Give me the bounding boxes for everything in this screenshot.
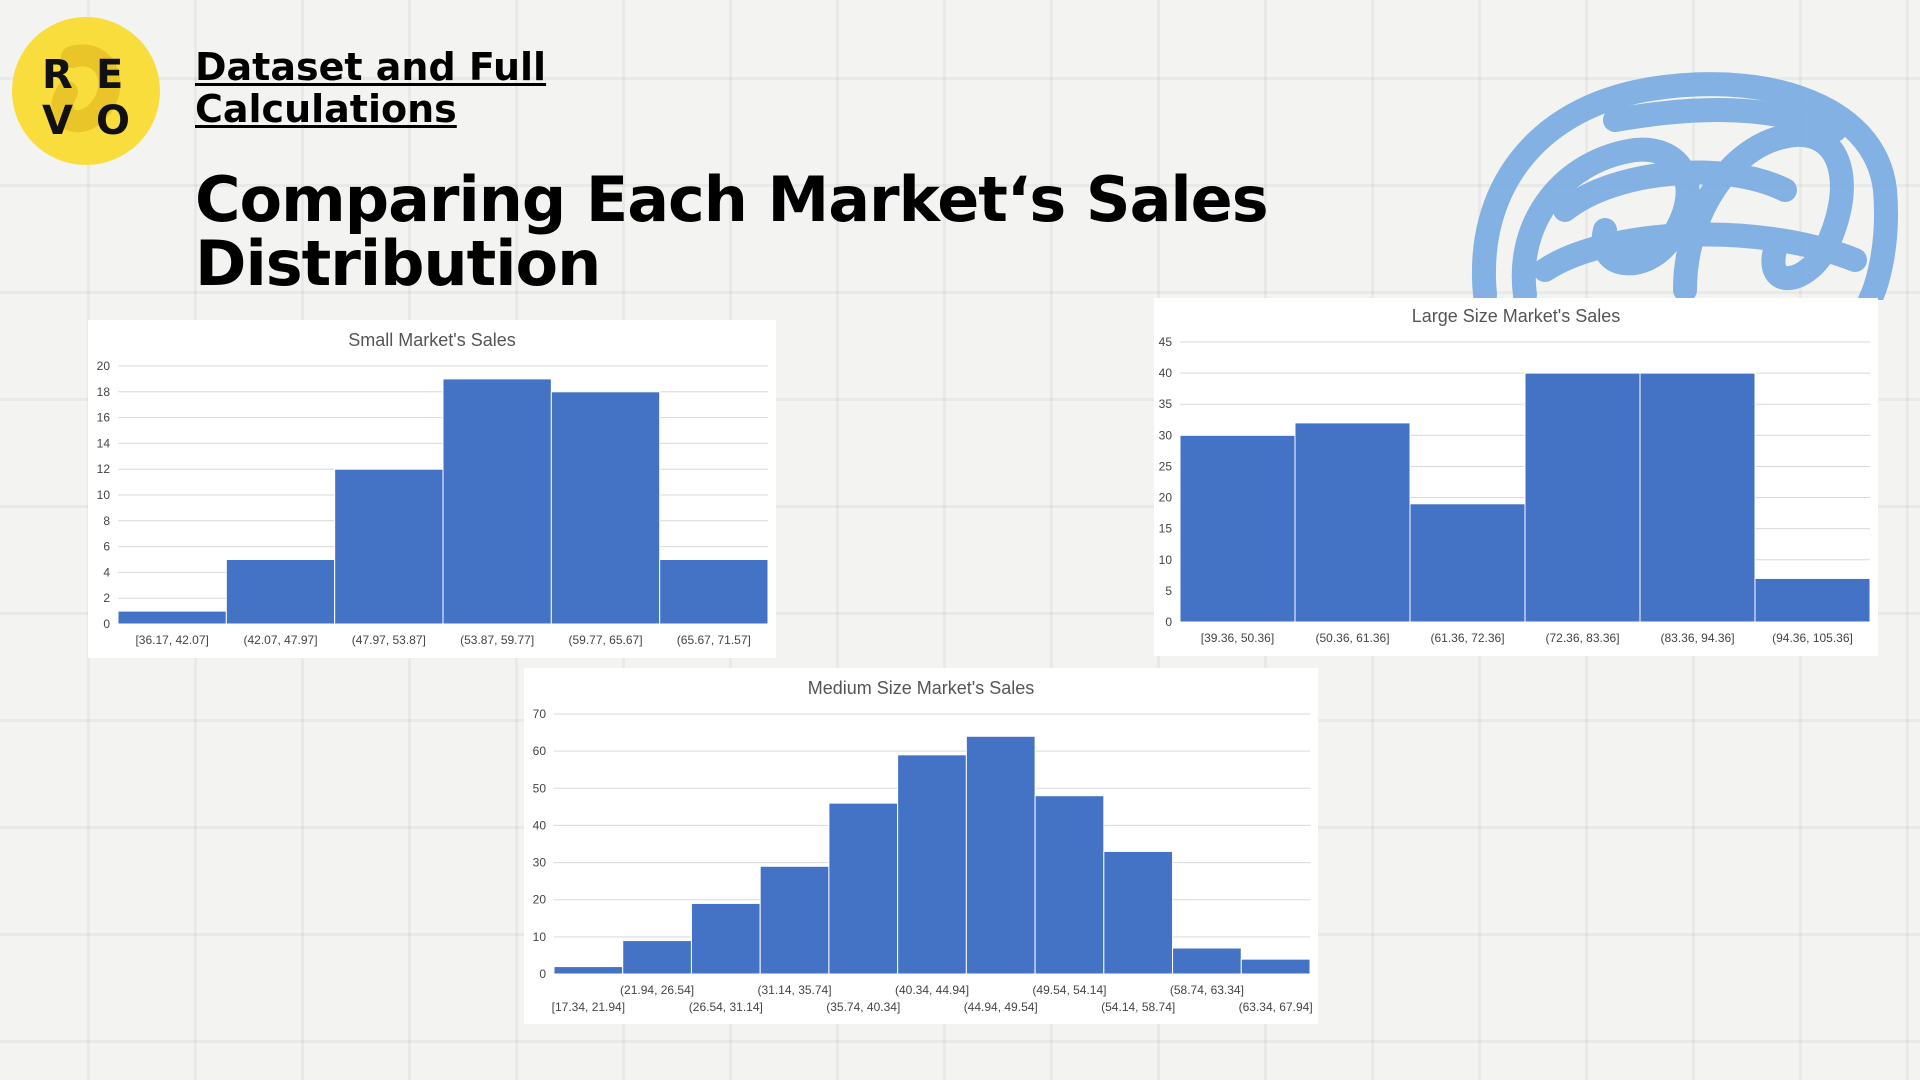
page-title: Comparing Each Market‘s Sales Distributi… — [195, 163, 1269, 300]
x-tick-label: (44.94, 49.54] — [964, 1000, 1038, 1014]
histogram-bar — [117, 610, 227, 625]
large-market-chart: Large Size Market's Sales 0 5 10 15 20 25 30 35 4… — [1154, 298, 1878, 656]
x-tick-label: (59.77, 65.67] — [568, 633, 642, 647]
y-tick-label: 14 — [97, 436, 111, 450]
x-tick-label: (65.67, 71.57] — [677, 633, 751, 647]
histogram-bar — [550, 391, 661, 625]
x-tick-label: (21.94, 26.54] — [620, 983, 694, 997]
x-tick-label: [39.36, 50.36] — [1201, 631, 1274, 645]
small-market-histogram: Small Market's Sales 0 2 4 6 8 10 12 14 16 18 20 [36… — [97, 330, 769, 647]
x-tick-label: (31.14, 35.74] — [758, 983, 832, 997]
histogram-bar — [1754, 577, 1871, 623]
x-tick-label: (50.36, 61.36] — [1315, 631, 1389, 645]
y-tick-label: 40 — [533, 818, 547, 832]
logo-letter: O — [96, 98, 131, 144]
histogram-bar — [442, 378, 552, 625]
histogram-bar — [334, 468, 444, 625]
x-tick-label: [17.34, 21.94] — [552, 1000, 625, 1014]
y-tick-label: 6 — [103, 540, 110, 554]
x-tick-label: (40.34, 44.94] — [895, 983, 969, 997]
y-tick-label: 25 — [1159, 459, 1173, 473]
logo-swirl-icon — [51, 44, 121, 133]
x-tick-label: (35.74, 40.34] — [826, 1000, 900, 1014]
histogram-bar — [1639, 372, 1756, 623]
x-tick-label: (58.74, 63.34] — [1170, 983, 1244, 997]
histogram-bar — [1409, 503, 1526, 623]
histogram-bar — [1179, 434, 1296, 623]
x-tick-label: (49.54, 54.14] — [1032, 983, 1106, 997]
y-tick-label: 2 — [103, 591, 110, 605]
x-tick-label: (53.87, 59.77] — [460, 633, 534, 647]
y-tick-label: 30 — [1159, 428, 1173, 442]
x-tick-label: (72.36, 83.36] — [1545, 631, 1619, 645]
revo-logo: R E V O — [12, 17, 160, 165]
histogram-bar — [553, 966, 624, 975]
y-tick-label: 70 — [533, 707, 547, 721]
histogram-bar — [659, 559, 769, 625]
histogram-bar — [1172, 947, 1242, 975]
logo-letter: V — [42, 98, 73, 144]
logo-letter: R — [42, 52, 73, 98]
logo-letter: E — [96, 52, 124, 98]
x-tick-label: (47.97, 53.87] — [352, 633, 426, 647]
histogram-bar — [1103, 850, 1174, 975]
histogram-bar — [1294, 422, 1411, 623]
histogram-bar — [828, 802, 899, 975]
y-tick-label: 10 — [1159, 553, 1173, 567]
histogram-bar — [225, 559, 336, 625]
chart-title: Large Size Market's Sales — [1412, 306, 1621, 326]
histogram-bar — [1034, 795, 1105, 975]
x-tick-label: (94.36, 105.36] — [1772, 631, 1853, 645]
small-market-chart: Small Market's Sales 0 2 4 6 8 10 12 14 16 18 20 [36… — [88, 320, 776, 658]
scribble-decoration — [1471, 72, 1898, 300]
chart-title: Small Market's Sales — [348, 330, 515, 350]
x-tick-label: (54.14, 58.74] — [1101, 1000, 1175, 1014]
y-tick-label: 8 — [103, 514, 110, 528]
histogram-bar — [965, 735, 1036, 975]
x-tick-label: (63.34, 67.94] — [1239, 1000, 1313, 1014]
histogram-bar — [690, 902, 761, 975]
y-tick-label: 0 — [1165, 615, 1172, 629]
y-tick-label: 12 — [97, 462, 111, 476]
histogram-bar — [897, 754, 967, 975]
histogram-bar — [1240, 958, 1311, 975]
x-tick-label: [36.17, 42.07] — [135, 633, 208, 647]
y-tick-label: 20 — [533, 893, 547, 907]
y-tick-label: 30 — [533, 856, 547, 870]
y-tick-label: 4 — [103, 565, 110, 579]
medium-market-chart: Medium Size Market's Sales 0 10 20 30 40 50 60 7… — [524, 668, 1318, 1024]
medium-market-histogram: Medium Size Market's Sales 0 10 20 30 40 50 60 7… — [533, 678, 1313, 1014]
y-tick-label: 5 — [1165, 584, 1172, 598]
large-market-histogram: Large Size Market's Sales 0 5 10 15 20 25 30 35 4… — [1159, 306, 1871, 645]
dataset-link[interactable]: Dataset and Full Calculations — [195, 45, 547, 131]
y-tick-label: 15 — [1159, 522, 1173, 536]
histogram-bar — [759, 865, 830, 975]
y-tick-label: 40 — [1159, 366, 1173, 380]
y-tick-label: 10 — [97, 488, 111, 502]
x-tick-label: (26.54, 31.14] — [689, 1000, 763, 1014]
y-tick-label: 60 — [533, 744, 547, 758]
x-tick-label: (61.36, 72.36] — [1430, 631, 1504, 645]
y-tick-label: 50 — [533, 781, 547, 795]
y-tick-label: 0 — [539, 967, 546, 981]
chart-title: Medium Size Market's Sales — [808, 678, 1035, 698]
y-tick-label: 45 — [1159, 335, 1173, 349]
y-tick-label: 16 — [97, 411, 111, 425]
y-tick-label: 10 — [533, 930, 547, 944]
histogram-bar — [1524, 372, 1641, 623]
x-tick-label: (42.07, 47.97] — [243, 633, 317, 647]
y-tick-label: 35 — [1159, 397, 1173, 411]
y-tick-label: 18 — [97, 385, 111, 399]
y-tick-label: 20 — [1159, 491, 1173, 505]
histogram-bar — [622, 940, 692, 975]
y-tick-label: 0 — [103, 617, 110, 631]
y-tick-label: 20 — [97, 359, 111, 373]
x-tick-label: (83.36, 94.36] — [1660, 631, 1734, 645]
